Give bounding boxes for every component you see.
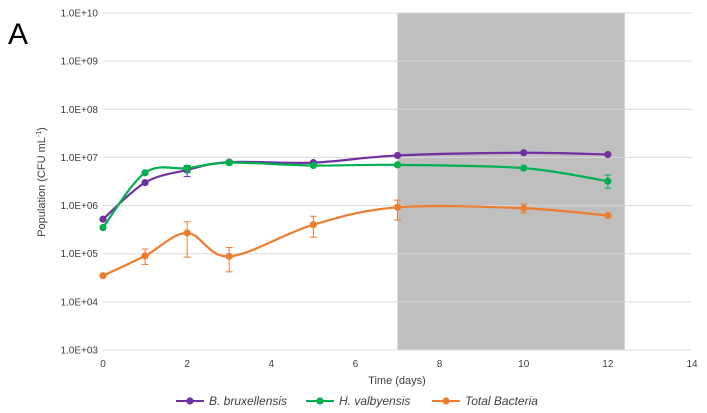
x-tick-label: 6 <box>353 359 359 370</box>
data-point <box>604 211 612 220</box>
legend-label: H. valbyensis <box>339 394 410 408</box>
data-point <box>520 204 528 212</box>
data-point <box>309 221 317 229</box>
data-point <box>141 169 149 177</box>
data-point <box>225 252 233 260</box>
data-point <box>141 179 149 187</box>
data-point <box>393 203 402 211</box>
data-point <box>393 151 402 160</box>
error-bar <box>183 221 191 258</box>
data-point <box>520 149 528 157</box>
x-tick-labels: 0 2 4 6 8 10 12 14 <box>100 359 698 370</box>
y-tick-label: 1.0E+09 <box>60 57 98 68</box>
data-point <box>183 164 191 172</box>
legend-label: Total Bacteria <box>465 394 538 408</box>
legend-swatch-marker <box>442 397 450 405</box>
series-layer <box>99 149 612 280</box>
legend-item: Total Bacteria <box>432 394 538 408</box>
y-tick-label: 1.0E+10 <box>60 9 98 20</box>
x-tick-label: 10 <box>518 359 530 370</box>
panel-label: A <box>8 18 28 51</box>
data-point <box>520 164 528 172</box>
y-tick-label: 1.0E+04 <box>60 297 98 308</box>
series-total-bacteria <box>99 199 612 280</box>
y-tick-label: 1.0E+06 <box>60 201 98 212</box>
y-tick-label: 1.0E+07 <box>60 153 98 164</box>
y-tick-label: 1.0E+03 <box>60 346 98 357</box>
legend-item: B. bruxellensis <box>176 394 287 408</box>
legend: B. bruxellensis H. valbyensis Total Bacter… <box>176 394 538 408</box>
x-tick-label: 4 <box>269 359 275 370</box>
data-point <box>99 223 107 232</box>
legend-swatch-marker <box>186 397 194 405</box>
series-h-valbyensis <box>99 159 612 232</box>
data-point <box>393 161 402 169</box>
x-tick-label: 0 <box>100 359 106 370</box>
y-axis-title: Population (CFU mL-1) <box>36 127 48 237</box>
y-tick-label: 1.0E+08 <box>60 105 98 116</box>
data-point <box>225 159 233 167</box>
data-point <box>183 229 191 237</box>
series-line <box>102 161 609 229</box>
x-tick-label: 8 <box>437 359 443 370</box>
data-point <box>604 150 612 159</box>
data-point <box>99 215 107 223</box>
data-point <box>604 177 612 185</box>
x-tick-label: 12 <box>602 359 614 370</box>
legend-swatch-marker <box>316 397 324 405</box>
x-tick-label: 2 <box>184 359 190 370</box>
x-axis-title: Time (days) <box>368 375 426 387</box>
data-point <box>141 252 149 260</box>
legend-item: H. valbyensis <box>306 394 410 408</box>
legend-label: B. bruxellensis <box>209 394 287 408</box>
data-point <box>309 161 317 170</box>
data-point <box>99 272 107 280</box>
x-tick-label: 14 <box>686 359 698 370</box>
y-tick-labels: 1.0E+03 1.0E+04 1.0E+05 1.0E+06 1.0E+07 1.0E+… <box>60 9 98 357</box>
y-tick-label: 1.0E+05 <box>60 249 98 260</box>
shaded-region <box>397 13 625 350</box>
